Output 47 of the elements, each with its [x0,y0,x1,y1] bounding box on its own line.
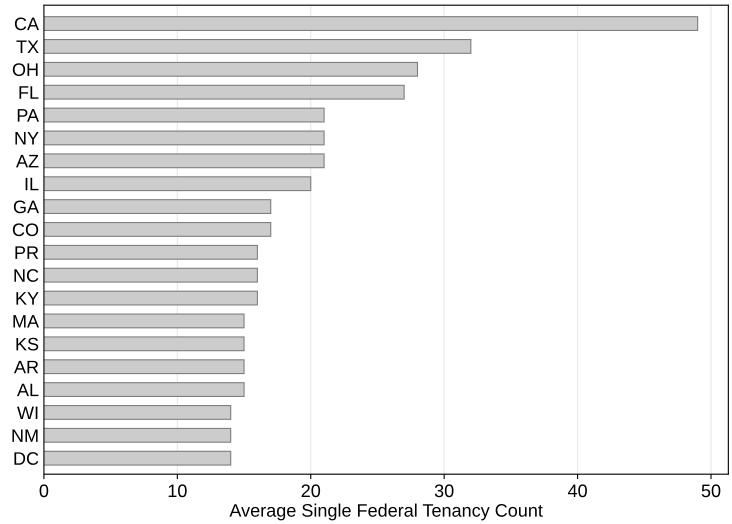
y-tick-label: GA [14,200,40,214]
y-tick-label: PR [15,246,38,259]
bar [44,222,272,237]
y-tick-label: AZ [16,154,38,168]
bar [44,153,325,168]
x-tick-label: 10 [168,484,187,498]
bar [44,359,245,374]
y-tick-label: KS [16,338,38,351]
bar [44,62,418,77]
y-tick-label: FL [19,86,38,99]
x-axis-title: Average Single Federal Tenancy Count [229,504,543,520]
bar [44,314,245,328]
y-tick-label: KY [16,292,39,305]
bar [44,428,232,443]
y-tick-label: CA [14,17,40,30]
bar [44,268,258,283]
y-tick-label: TX [16,40,39,53]
x-tick-label: 40 [568,484,587,498]
bar [44,108,325,122]
bar [44,450,232,466]
y-tick-label: AR [14,360,38,374]
bar [44,244,258,260]
bar [44,130,325,146]
y-tick-label: WI [17,406,38,419]
y-tick-label: NY [15,132,39,144]
bar [44,405,232,420]
bar [44,39,472,54]
y-tick-label: AL [17,384,38,396]
x-tick-label: 50 [702,484,720,498]
y-tick-label: DC [14,452,38,465]
bar [44,176,312,192]
y-tick-label: IL [26,178,38,190]
x-tick-label: 20 [302,484,320,498]
bar [44,199,272,214]
y-tick-label: NC [14,269,38,282]
bar [44,382,245,397]
bar [44,290,258,306]
bar [44,84,405,100]
y-tick-label: OH [12,63,38,76]
y-tick-label: CO [12,223,38,236]
y-tick-label: PA [18,109,40,122]
x-tick-label: 0 [40,484,48,498]
x-tick-label: 30 [434,484,454,498]
bar [44,16,698,31]
y-tick-label: NM [12,429,38,442]
bar [44,336,245,352]
y-tick-label: MA [13,315,40,328]
